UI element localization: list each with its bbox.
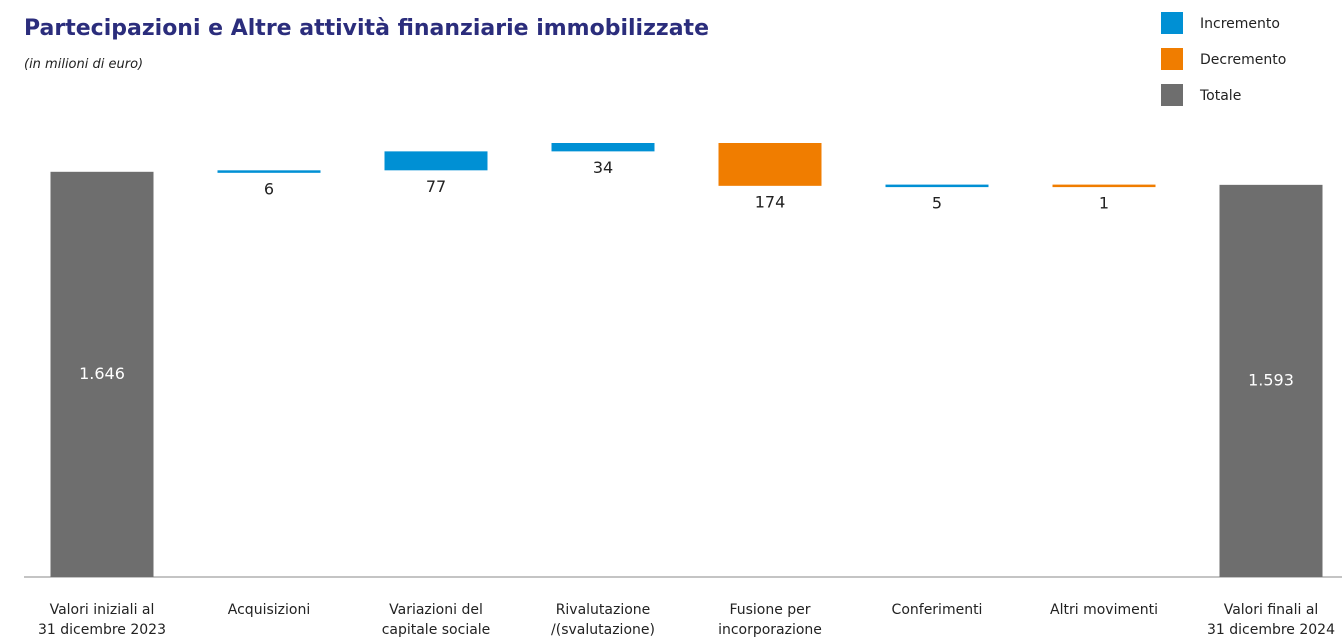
data-label: 174: [755, 192, 786, 211]
bar: [718, 143, 822, 186]
legend-swatch: [1161, 84, 1183, 106]
data-label: 77: [426, 177, 446, 196]
bar: [1219, 184, 1323, 577]
x-tick-label: Altri movimenti: [1050, 602, 1158, 618]
legend-label: Decremento: [1200, 52, 1286, 68]
data-label: 1.593: [1248, 370, 1294, 389]
bar: [1052, 184, 1156, 188]
x-tick-label: Variazioni del capitale sociale: [381, 602, 491, 638]
x-tick-label: Conferimenti: [891, 602, 983, 618]
data-label: 34: [593, 158, 613, 177]
x-tick-label: Valori iniziali al 31 dicembre 2023: [37, 602, 167, 638]
x-tick-label: Acquisizioni: [227, 602, 311, 618]
chart-title: Partecipazioni e Altre attività finanzia…: [24, 16, 709, 41]
legend-label: Totale: [1199, 88, 1241, 104]
x-tick-label: Valori finali al 31 dicembre 2024: [1206, 602, 1336, 638]
legend-label: Incremento: [1200, 16, 1280, 32]
x-tick-label: Fusione per incorporazione: [718, 602, 822, 638]
data-label: 1.646: [79, 364, 125, 383]
bar: [885, 184, 989, 188]
bar: [217, 170, 321, 173]
bar: [50, 171, 154, 577]
bar: [551, 143, 655, 152]
data-label: 6: [264, 179, 274, 198]
x-tick-label: Rivalutazione /(svalutazione): [551, 602, 655, 638]
data-label: 5: [932, 194, 942, 213]
legend-swatch: [1161, 12, 1183, 34]
chart-subtitle: (in milioni di euro): [24, 57, 144, 72]
legend-swatch: [1161, 48, 1183, 70]
data-label: 1: [1099, 194, 1109, 213]
bar: [384, 151, 488, 171]
